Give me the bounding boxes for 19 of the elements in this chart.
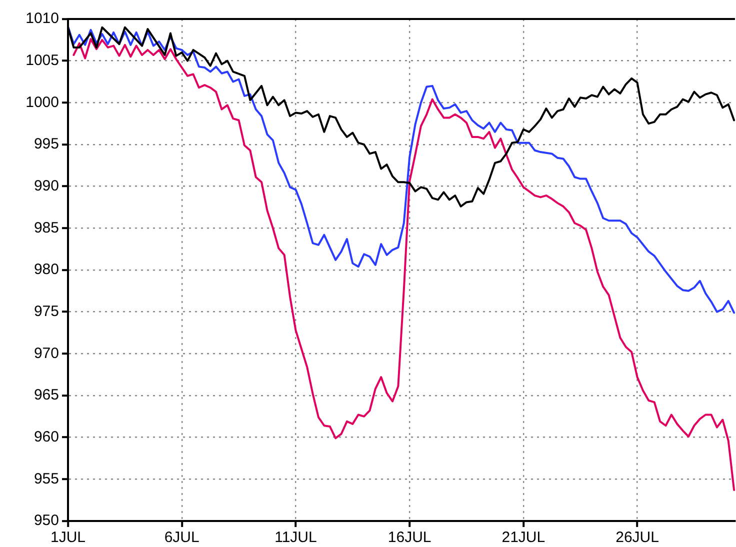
x-tick-label: 6JUL <box>164 529 200 546</box>
y-tick-label: 965 <box>34 386 59 404</box>
y-tick-label: 980 <box>34 261 59 278</box>
y-tick-label: 970 <box>34 344 59 362</box>
y-tick-label: 1010 <box>26 10 59 28</box>
y-tick-label: 985 <box>34 219 59 236</box>
y-tick-label: 960 <box>34 428 59 446</box>
y-tick-label: 1005 <box>26 52 59 69</box>
x-tick-label: 21JUL <box>502 529 546 546</box>
y-tick-label: 975 <box>34 302 59 320</box>
y-tick-label: 995 <box>34 136 59 153</box>
x-tick-label: 1JUL <box>50 529 86 546</box>
x-tick-label: 26JUL <box>616 529 659 546</box>
y-tick-label: 990 <box>34 177 59 194</box>
x-tick-label: 16JUL <box>388 529 432 546</box>
y-tick-label: 950 <box>34 512 59 530</box>
y-tick-label: 1000 <box>26 94 59 111</box>
x-tick-label: 11JUL <box>274 529 317 546</box>
y-tick-label: 955 <box>34 470 59 488</box>
